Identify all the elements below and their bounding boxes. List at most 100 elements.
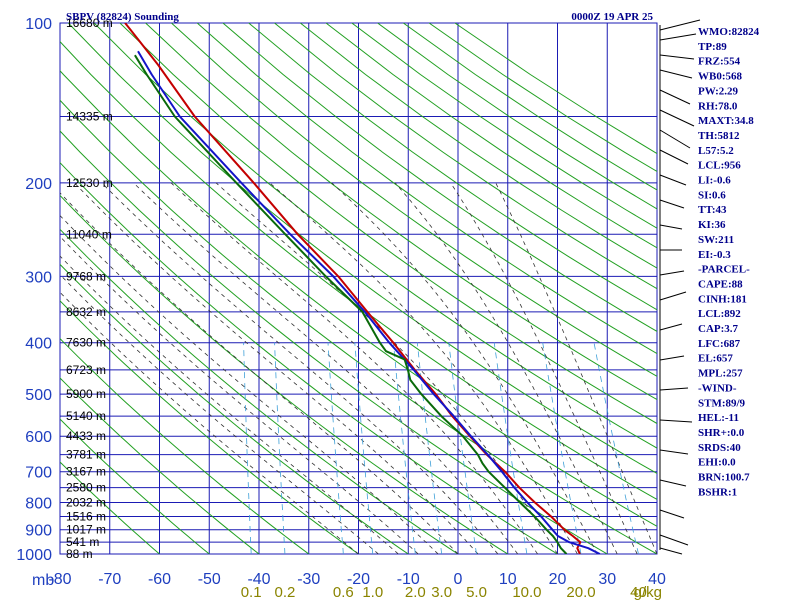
moist-adiabat (331, 182, 598, 554)
index-item: CAPE:88 (698, 278, 743, 290)
mixing-ratio-line (542, 342, 582, 554)
height-label: 1516 m (66, 510, 106, 524)
index-item: WMO:82824 (698, 26, 760, 38)
pressure-tick-label: 600 (25, 429, 52, 446)
index-item: TT:43 (698, 204, 727, 216)
wind-barb (659, 270, 685, 276)
height-label: 1017 m (66, 523, 106, 537)
wind-barb (659, 449, 689, 455)
height-label: 16680 m (66, 16, 113, 30)
temperature-tick-label: -80 (48, 571, 71, 588)
mixing-ratio-label: 1.0 (362, 584, 383, 600)
moist-adiabat (101, 182, 499, 554)
mixing-ratio-unit: g/kg (634, 584, 662, 600)
wind-barbs (659, 19, 701, 555)
height-label: 11040 m (66, 227, 112, 241)
dry-adiabat (274, 23, 657, 290)
height-label: 2032 m (66, 496, 106, 510)
moist-adiabat (269, 182, 578, 554)
dry-adiabat (60, 337, 310, 554)
dry-adiabat (222, 23, 657, 332)
index-item: L57:5.2 (698, 145, 734, 157)
wind-barb (659, 109, 695, 127)
index-item: WB0:568 (698, 71, 743, 83)
temperature-tick-label: -50 (198, 571, 221, 588)
pressure-tick-label: 700 (25, 465, 52, 482)
moist-adiabat (133, 182, 519, 554)
wind-barb (659, 355, 685, 361)
wind-barb (659, 149, 689, 165)
height-label: 541 m (66, 535, 99, 549)
wind-barb (659, 323, 683, 331)
index-item: LI:-0.6 (698, 175, 731, 187)
temperature-trace (124, 23, 582, 554)
index-item: BSHR:1 (698, 486, 737, 498)
temperature-tick-label: 30 (598, 571, 616, 588)
wind-barb (659, 174, 687, 186)
adiabat-lines (60, 23, 657, 554)
height-label: 7630 m (66, 336, 106, 350)
index-item: SW:211 (698, 234, 734, 246)
dry-adiabat (67, 23, 657, 474)
temperature-tick-label: -40 (247, 571, 270, 588)
dry-adiabat (60, 194, 509, 554)
moist-adiabat (60, 274, 379, 554)
height-label: 5140 m (66, 409, 106, 423)
moist-adiabat (170, 182, 538, 554)
indices-panel: WMO:82824 TP:89 FRZ:554 WB0:568 PW:2.29 RH:78… (698, 26, 760, 498)
mixing-ratio-label: 0.1 (241, 584, 262, 600)
sounding-traces (124, 23, 601, 554)
wind-barb (659, 547, 683, 555)
wind-barb (659, 199, 685, 209)
wind-barb (659, 479, 687, 487)
mixing-ratio-label: 2.0 (405, 584, 426, 600)
index-item: EL:657 (698, 353, 733, 365)
mixing-ratio-label: 0.6 (333, 584, 354, 600)
temperature-tick-label: 20 (549, 571, 567, 588)
sounding-time: 0000Z 19 APR 25 (571, 11, 653, 23)
temperature-tick-label: -30 (297, 571, 320, 588)
index-item: SRDS:40 (698, 442, 741, 454)
index-item: BRN:100.7 (698, 472, 750, 484)
pressure-tick-label: 100 (25, 16, 52, 33)
height-label: 88 m (66, 547, 93, 561)
temperature-tick-label: -70 (98, 571, 121, 588)
temperature-tick-label: 40 (648, 571, 666, 588)
mixing-ratio-label: 20.0 (566, 584, 595, 600)
height-label: 5900 m (66, 387, 106, 401)
mixing-ratio-label: 10.0 (512, 584, 541, 600)
pressure-unit: mb (32, 572, 54, 589)
pressure-tick-label: 500 (25, 387, 52, 404)
pressure-tick-label: 800 (25, 496, 52, 513)
dry-adiabat (119, 23, 657, 425)
index-item: FRZ:554 (698, 56, 741, 68)
height-label: 3167 m (66, 465, 106, 479)
wind-barb (659, 54, 695, 60)
mixing-ratio-line (448, 342, 477, 554)
index-item: MAXT:34.8 (698, 115, 754, 127)
temperature-tick-label: -10 (397, 571, 420, 588)
mixing-ratio-line (393, 342, 416, 554)
height-label: 14335 m (66, 110, 113, 124)
dry-adiabat (196, 23, 657, 355)
pressure-tick-label: 900 (25, 523, 52, 540)
height-label: 9768 m (66, 269, 106, 283)
moist-adiabat (450, 182, 638, 554)
dry-adiabat (60, 69, 657, 527)
wind-barb (659, 509, 685, 519)
pressure-tick-label: 200 (25, 176, 52, 193)
mixing-ratio-line (354, 342, 374, 554)
mixing-ratio-line (493, 342, 528, 554)
index-item: RH:78.0 (698, 100, 738, 112)
wind-barb (659, 387, 689, 391)
mixing-ratio-line (327, 342, 344, 554)
wind-barb (659, 33, 697, 41)
index-item: HEL:-11 (698, 412, 739, 424)
dry-adiabat (60, 461, 160, 554)
dry-adiabat (171, 23, 657, 377)
virtual-temperature-trace (137, 50, 601, 554)
dry-adiabat (60, 161, 558, 554)
mixing-ratio-label: 40 (630, 584, 647, 600)
